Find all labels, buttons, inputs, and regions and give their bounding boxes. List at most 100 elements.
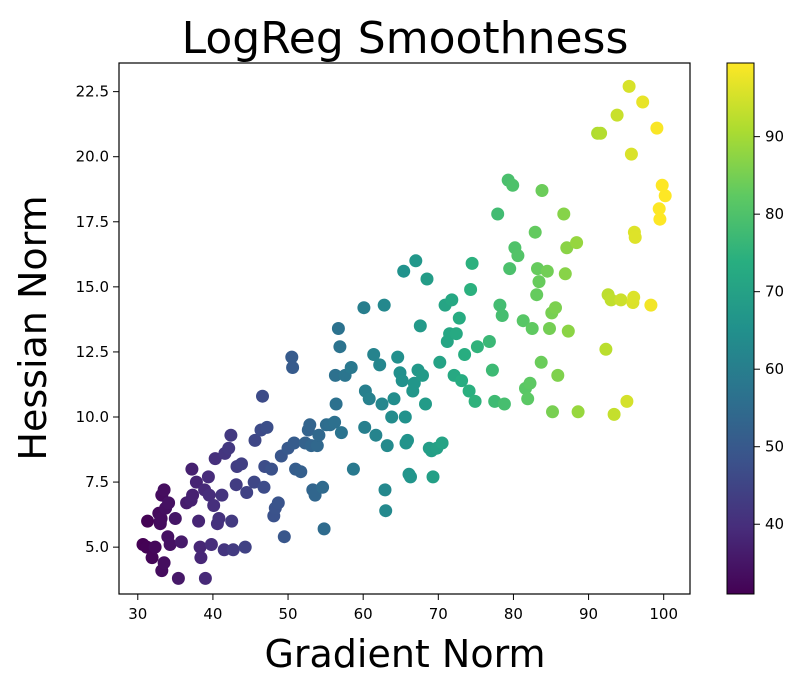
data-point (652, 202, 666, 216)
data-point (493, 298, 507, 312)
data-point (174, 535, 188, 549)
data-point (546, 405, 559, 419)
data-point (248, 433, 262, 447)
data-point (141, 514, 155, 528)
data-point (622, 79, 636, 93)
data-point (303, 418, 317, 432)
data-point (391, 350, 405, 364)
data-point (265, 462, 278, 476)
data-point (449, 327, 463, 341)
data-point (557, 207, 571, 221)
data-point (594, 126, 608, 140)
data-point (658, 189, 672, 203)
data-point (470, 340, 484, 354)
data-point (294, 465, 308, 479)
data-point (157, 483, 171, 497)
chart-title: LogReg Smoothness (182, 13, 629, 64)
x-tick-label: 80 (504, 605, 523, 623)
data-point (194, 551, 208, 565)
data-point (426, 470, 440, 484)
data-point (511, 249, 525, 263)
x-tick-label: 40 (203, 605, 222, 623)
data-point (333, 340, 347, 354)
x-axis: 30 40 50 60 70 80 90 100 (128, 594, 678, 623)
data-point (277, 530, 291, 544)
data-point (506, 178, 520, 192)
data-point (208, 452, 222, 466)
data-point (334, 426, 348, 440)
data-point (286, 361, 300, 374)
y-tick-label: 15.0 (76, 278, 109, 296)
data-points (136, 79, 672, 585)
data-point (535, 184, 549, 197)
data-point (558, 267, 572, 281)
data-point (387, 392, 401, 406)
data-point (222, 441, 236, 455)
data-point (528, 225, 542, 239)
y-tick-label: 7.5 (85, 473, 109, 491)
data-point (465, 256, 479, 270)
data-point (145, 551, 159, 565)
data-point (644, 298, 658, 312)
data-point (362, 392, 376, 406)
data-point (226, 543, 240, 557)
data-point (198, 571, 212, 585)
data-point (433, 355, 447, 369)
data-point (604, 293, 618, 307)
data-point (271, 496, 285, 510)
data-point (419, 397, 432, 411)
data-point (212, 512, 226, 525)
data-point (373, 358, 387, 372)
data-point (531, 262, 544, 276)
data-point (404, 470, 417, 484)
data-point (468, 394, 482, 408)
data-point (497, 397, 511, 411)
data-point (168, 512, 182, 525)
data-point (189, 475, 203, 489)
data-point (316, 480, 330, 494)
data-point (379, 504, 393, 518)
data-point (378, 483, 392, 497)
colorbar-tick-label: 60 (765, 360, 784, 378)
data-point (328, 368, 342, 382)
data-point (607, 407, 621, 421)
data-point (154, 512, 168, 525)
data-point (458, 348, 472, 361)
data-point (229, 478, 243, 492)
data-point (235, 457, 248, 471)
data-point (599, 342, 613, 356)
data-point (482, 335, 496, 348)
data-point (395, 374, 409, 388)
data-point (464, 283, 478, 296)
x-tick-label: 60 (354, 605, 373, 623)
data-point (435, 436, 449, 450)
data-point (331, 322, 345, 335)
data-point (186, 488, 200, 502)
colorbar-tick-label: 50 (765, 438, 784, 456)
data-point (260, 420, 274, 434)
data-point (192, 514, 206, 528)
data-point (358, 420, 372, 434)
data-point (570, 236, 584, 250)
data-point (543, 322, 556, 335)
data-point (614, 293, 628, 307)
data-point (380, 439, 394, 453)
data-point (420, 272, 434, 286)
data-point (416, 368, 429, 382)
data-point (317, 522, 331, 536)
data-point (407, 376, 421, 390)
data-point (202, 488, 216, 502)
data-point (185, 462, 199, 476)
data-point (620, 394, 634, 408)
y-axis-label: Hessian Norm (11, 195, 55, 460)
data-point (525, 322, 539, 335)
colorbar-gradient (726, 62, 755, 595)
data-point (148, 540, 162, 554)
x-tick-label: 30 (128, 605, 147, 623)
colorbar-ticks: 40 50 60 70 80 90 (754, 128, 784, 533)
data-point (445, 293, 459, 307)
data-point (413, 319, 427, 333)
data-point (328, 415, 342, 429)
data-point (285, 350, 299, 364)
